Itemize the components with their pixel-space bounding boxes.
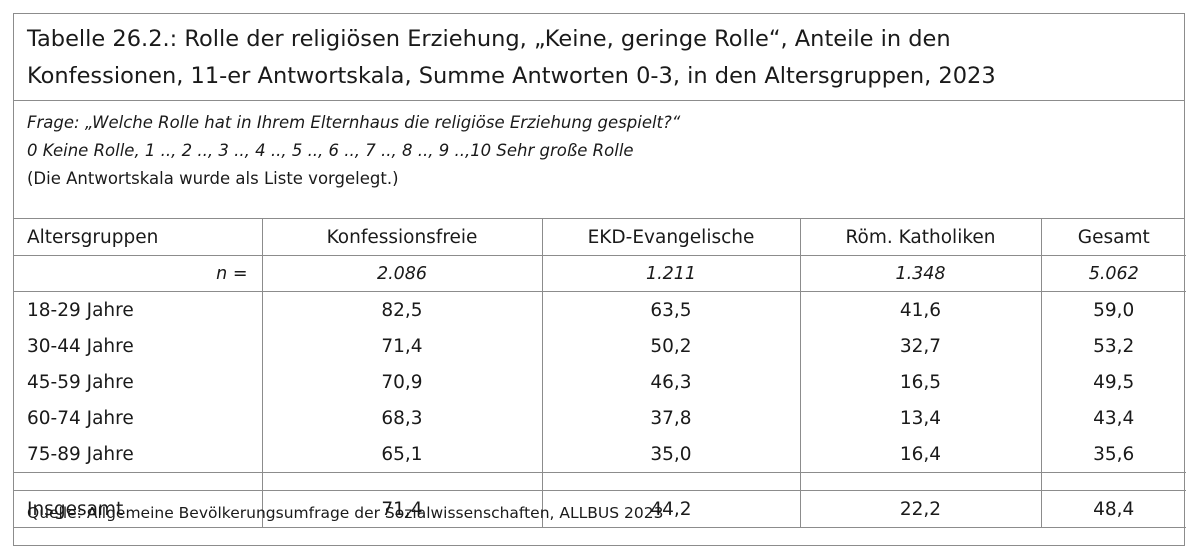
row-label: 60-74 Jahre [14,400,263,436]
row-label: 45-59 Jahre [14,364,263,400]
table-row: 75-89 Jahre 65,1 35,0 16,4 35,6 [14,436,1186,473]
table-cell: 37,8 [542,400,801,436]
table-row: 60-74 Jahre 68,3 37,8 13,4 43,4 [14,400,1186,436]
spacer-row [14,472,1186,491]
table-row: 18-29 Jahre 82,5 63,5 41,6 59,0 [14,291,1186,328]
row-label: 75-89 Jahre [14,436,263,473]
table-cell: 35,0 [542,436,801,473]
question-block: Frage: „Welche Rolle hat in Ihrem Eltern… [14,101,1184,219]
table-cell: 82,5 [262,291,543,328]
table-cell: 16,5 [800,364,1042,400]
table-cell: 65,1 [262,436,543,473]
table-row: 45-59 Jahre 70,9 46,3 16,5 49,5 [14,364,1186,400]
table-cell: 44,2 [542,490,801,528]
table-cell: 70,9 [262,364,543,400]
table-cell: 41,6 [800,291,1042,328]
table-cell: 22,2 [800,490,1042,528]
n-value: 5.062 [1041,255,1186,292]
header-cell: Gesamt [1041,219,1186,256]
header-cell: Altersgruppen [14,219,263,256]
table-cell: 16,4 [800,436,1042,473]
header-cell: Konfessionsfreie [262,219,543,256]
table-cell: 59,0 [1093,299,1135,321]
table-cell: 71,4 [262,490,543,528]
row-label: 30-44 Jahre [14,328,263,364]
sample-size-row: n = 2.086 1.211 1.348 5.062 [14,255,1186,292]
table-title: Tabelle 26.2.: Rolle der religiösen Erzi… [14,14,1184,101]
table-cell: 13,4 [800,400,1042,436]
row-label: 18-29 Jahre [14,291,263,328]
header-cell: Röm. Katholiken [800,219,1042,256]
table-cell: 53,2 [1093,335,1135,357]
answer-scale: 0 Keine Rolle, 1 .., 2 .., 3 .., 4 .., 5… [27,141,634,160]
table-cell: 43,4 [1093,407,1135,429]
table-cell: 68,3 [262,400,543,436]
scale-note: (Die Antwortskala wurde als Liste vorgel… [27,169,399,188]
header-row: Altersgruppen Konfessionsfreie EKD-Evang… [14,219,1186,256]
n-value: 1.211 [542,255,801,292]
table-cell: 46,3 [542,364,801,400]
table-cell: 48,4 [1041,490,1186,528]
n-value: 1.348 [800,255,1042,292]
header-cell: EKD-Evangelische [542,219,801,256]
question-text: Frage: „Welche Rolle hat in Ihrem Eltern… [27,113,681,132]
data-table: Altersgruppen Konfessionsfreie EKD-Evang… [14,219,1186,528]
table-row: 30-44 Jahre 71,4 50,2 32,7 53,2 [14,328,1186,364]
table-cell: 49,5 [1093,371,1135,393]
table-frame: Tabelle 26.2.: Rolle der religiösen Erzi… [13,13,1186,546]
n-label: n = [14,255,263,292]
source-note: Quelle: Allgemeine Bevölkerungsumfrage d… [27,504,664,522]
total-row: Insgesamt 71,4 44,2 22,2 48,4 [14,490,1186,528]
table-cell: 50,2 [542,328,801,364]
title-line-1: Tabelle 26.2.: Rolle der religiösen Erzi… [27,26,951,52]
table-cell: 63,5 [542,291,801,328]
table-cell: 35,6 [1093,443,1135,465]
row-label: Insgesamt [14,490,263,528]
table-cell: 32,7 [800,328,1042,364]
n-value: 2.086 [262,255,543,292]
table-cell: 71,4 [262,328,543,364]
title-line-2: Konfessionen, 11-er Antwortskala, Summe … [27,63,996,89]
